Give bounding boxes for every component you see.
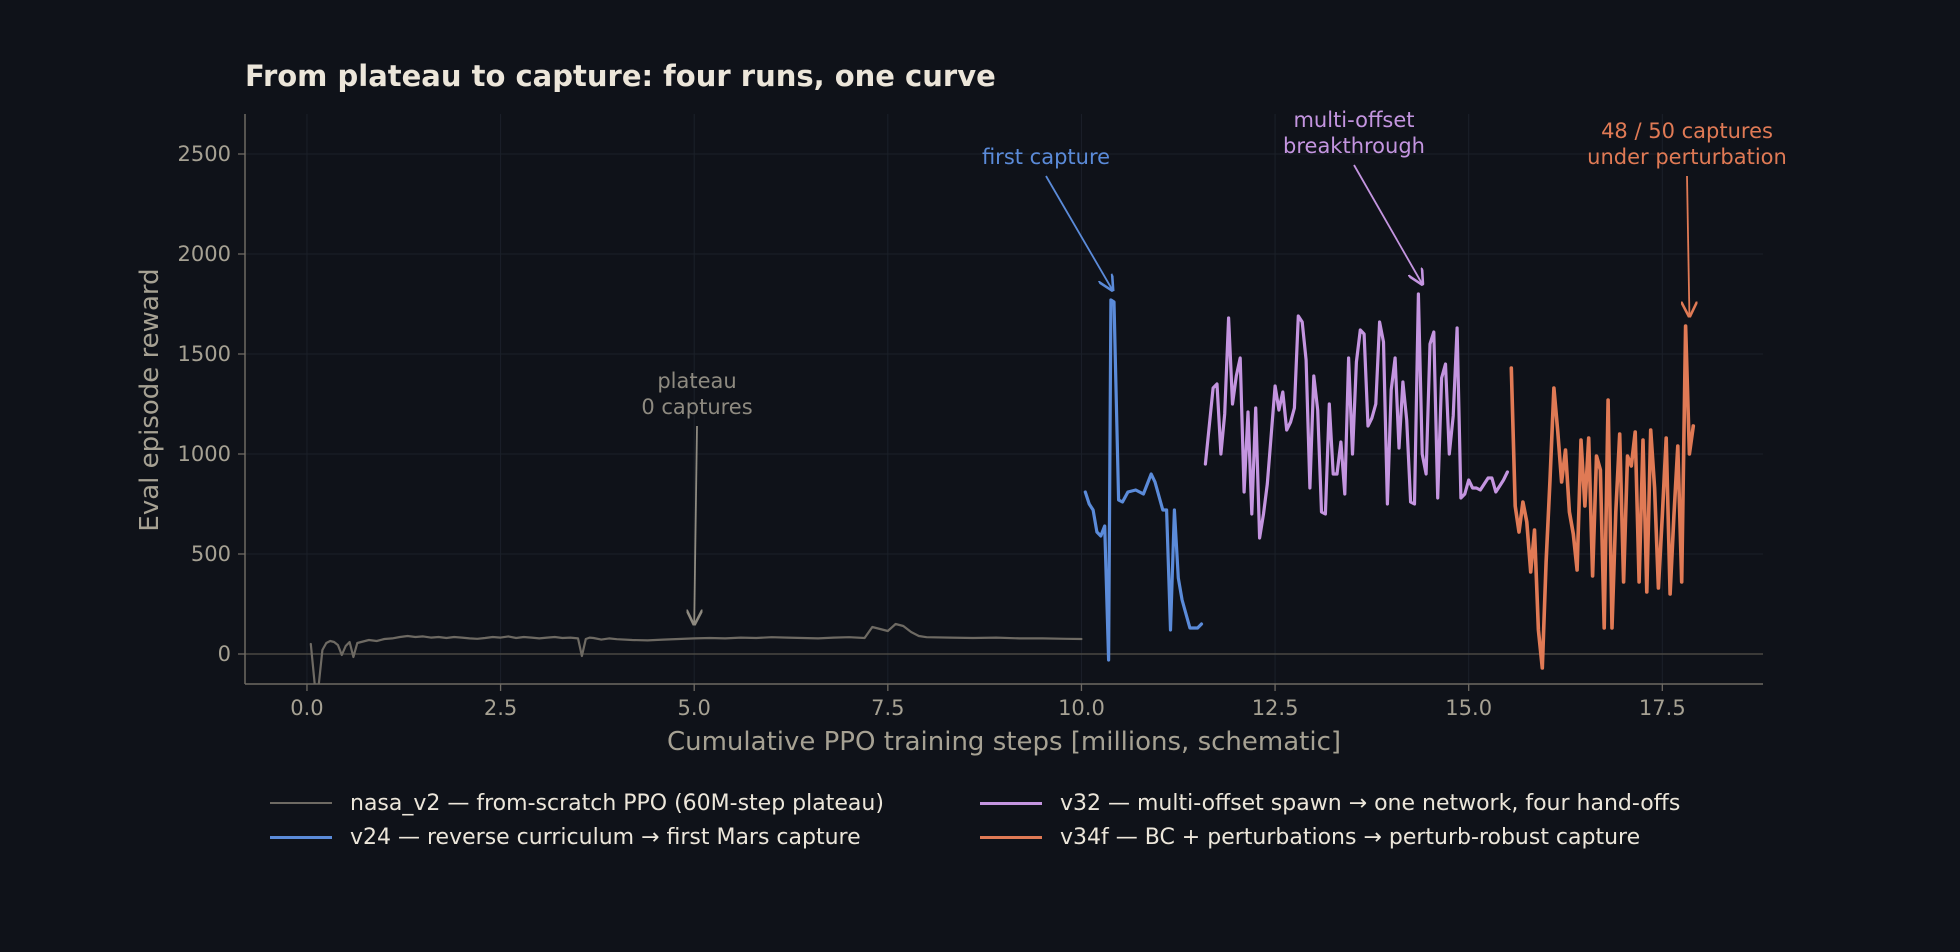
series-line-v24 <box>1083 298 1204 662</box>
x-tick-label-6: 15.0 <box>1445 696 1492 720</box>
legend: nasa_v2 — from-scratch PPO (60M-step pla… <box>270 790 1740 850</box>
x-tick-label-3: 7.5 <box>871 696 904 720</box>
y-tick-label-1: 500 <box>191 542 231 566</box>
legend-label-v34f: v34f — BC + perturbations → perturb-robu… <box>1060 824 1641 850</box>
x-tick-label-2: 5.0 <box>678 696 711 720</box>
x-tick-label-1: 2.5 <box>484 696 517 720</box>
legend-item-nasa-v2: nasa_v2 — from-scratch PPO (60M-step pla… <box>270 790 980 816</box>
x-tick-label-5: 12.5 <box>1252 696 1299 720</box>
legend-swatch-v24 <box>270 835 332 839</box>
y-tick-label-5: 2500 <box>178 142 231 166</box>
x-tick-label-7: 17.5 <box>1639 696 1686 720</box>
annotation-text-0: plateau 0 captures <box>641 369 752 419</box>
annotation-arrow-2 <box>1353 164 1422 284</box>
tick-labels: 0.0 2.5 5.0 7.5 10.0 12.5 15.0 17.5 0 500 1000 1500… <box>178 142 1686 720</box>
legend-swatch-nasa-v2 <box>270 802 332 804</box>
x-tick-label-4: 10.0 <box>1058 696 1105 720</box>
annotation-arrow-0 <box>694 425 697 624</box>
y-tick-label-2: 1000 <box>178 442 231 466</box>
legend-item-v24: v24 — reverse curriculum → first Mars ca… <box>270 824 980 850</box>
series-line-v32 <box>1203 292 1510 540</box>
legend-item-v32: v32 — multi-offset spawn → one network, … <box>980 790 1740 816</box>
legend-label-nasa-v2: nasa_v2 — from-scratch PPO (60M-step pla… <box>350 790 884 816</box>
annotation-text-2: multi-offset breakthrough <box>1283 108 1425 158</box>
x-axis-label: Cumulative PPO training steps [millions,… <box>667 727 1341 757</box>
legend-swatch-v32 <box>980 801 1042 805</box>
annotation-arrow-1 <box>1045 175 1112 290</box>
legend-swatch-v34f <box>980 835 1042 839</box>
annotation-text-3: 48 / 50 captures under perturbation <box>1587 119 1787 169</box>
y-axis-label: Eval episode reward <box>135 268 165 531</box>
y-tick-label-3: 1500 <box>178 342 231 366</box>
series-line-v34f <box>1509 324 1696 670</box>
legend-label-v24: v24 — reverse curriculum → first Mars ca… <box>350 824 861 850</box>
annotation-arrow-3 <box>1687 175 1689 316</box>
legend-item-v34f: v34f — BC + perturbations → perturb-robu… <box>980 824 1740 850</box>
series-lines <box>309 292 1696 684</box>
axes <box>238 114 1763 691</box>
series-line-nasa-v2 <box>309 622 1083 684</box>
x-tick-label-0: 0.0 <box>290 696 323 720</box>
y-tick-label-0: 0 <box>218 642 231 666</box>
y-tick-label-4: 2000 <box>178 242 231 266</box>
chart-title: From plateau to capture: four runs, one … <box>245 59 996 93</box>
annotation-text-1: first capture <box>982 145 1110 169</box>
legend-label-v32: v32 — multi-offset spawn → one network, … <box>1060 790 1681 816</box>
annotations: plateau 0 captures first capture multi-offs… <box>641 108 1787 624</box>
